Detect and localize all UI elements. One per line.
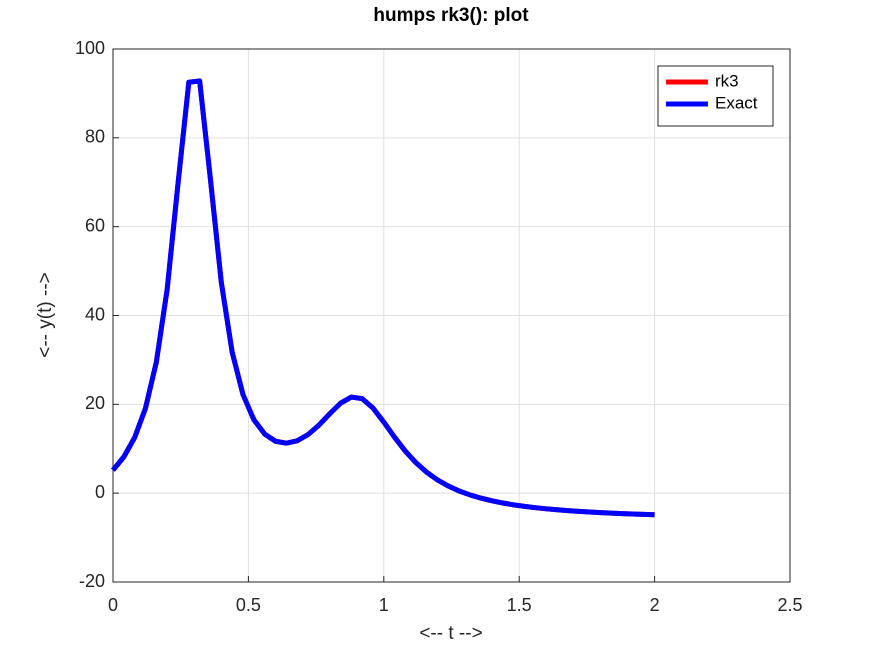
legend-box — [657, 65, 774, 127]
y-tick-label: 40 — [85, 304, 105, 324]
y-tick-label: 20 — [85, 393, 105, 413]
legend-label: rk3 — [715, 71, 739, 90]
x-tick-label: 2 — [650, 595, 660, 615]
y-tick-label: 0 — [95, 482, 105, 502]
x-tick-label: 0.5 — [236, 595, 261, 615]
x-axis-label: <-- t --> — [419, 623, 482, 644]
y-axis-label: <-- y(t) --> — [35, 272, 56, 358]
y-tick-label: 80 — [85, 127, 105, 147]
x-tick-label: 1.5 — [507, 595, 532, 615]
y-tick-label: -20 — [79, 571, 105, 591]
x-tick-label: 1 — [379, 595, 389, 615]
y-tick-label: 60 — [85, 215, 105, 235]
data-line — [111, 78, 655, 518]
y-tick-label: 100 — [75, 38, 105, 58]
chart-title: humps rk3(): plot — [373, 5, 529, 26]
x-tick-label: 2.5 — [777, 595, 802, 615]
axes-box — [112, 48, 791, 583]
legend-label: Exact — [715, 93, 758, 112]
x-tick-label: 0 — [108, 595, 118, 615]
